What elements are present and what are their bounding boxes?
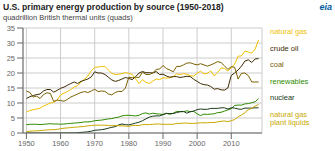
- html-text:crude oil: crude oil: [270, 43, 299, 53]
- html-text:nuclear: nuclear: [270, 93, 295, 103]
- svg-text:1990: 1990: [155, 139, 172, 147]
- html-text:quadrillion British thermal un: quadrillion British thermal units (quads…: [3, 13, 133, 22]
- svg-text:15: 15: [8, 84, 15, 93]
- svg-text:1950: 1950: [18, 139, 35, 147]
- html-text:natural gas: natural gas: [270, 27, 308, 36]
- svg-text:1980: 1980: [120, 139, 137, 147]
- svg-text:0: 0: [11, 129, 15, 138]
- svg-text:10: 10: [8, 99, 15, 108]
- html-text:natural gas: natural gas: [270, 110, 308, 119]
- svg-text:30: 30: [8, 39, 15, 48]
- svg-text:1970: 1970: [86, 139, 103, 147]
- html-text:plant liquids: plant liquids: [270, 118, 310, 128]
- svg-text:20: 20: [8, 69, 15, 78]
- html-text:U.S. primary energy production: U.S. primary energy production by source…: [3, 2, 224, 12]
- html-text:coal: coal: [270, 60, 284, 70]
- svg-text:2000: 2000: [189, 139, 206, 147]
- svg-text:2010: 2010: [223, 139, 240, 147]
- svg-text:25: 25: [8, 54, 15, 63]
- html-text:eia: eia: [319, 2, 332, 12]
- svg-text:1960: 1960: [52, 139, 69, 147]
- svg-text:5: 5: [11, 114, 15, 123]
- svg-text:35: 35: [8, 24, 15, 33]
- html-text:renewables: renewables: [270, 76, 309, 86]
